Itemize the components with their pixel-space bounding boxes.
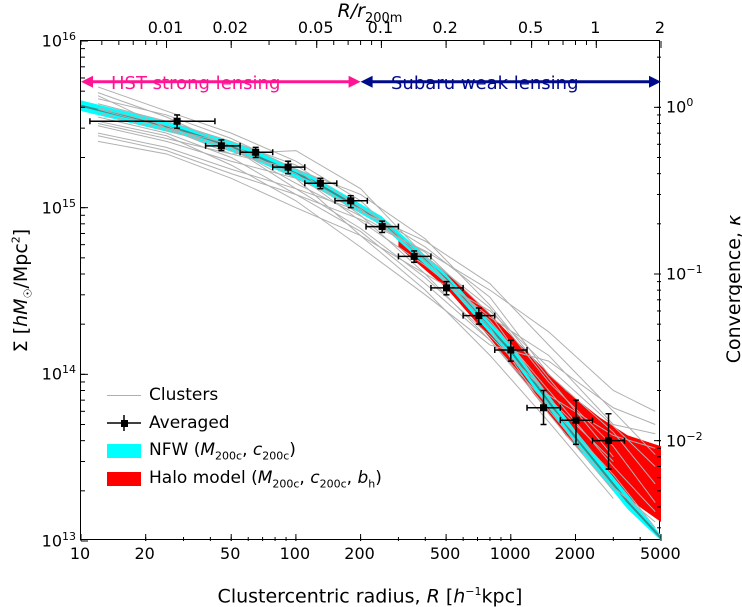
- legend-label: Clusters: [149, 385, 218, 405]
- hst-label: HST strong lensing: [111, 73, 280, 94]
- xtick-label: 2000: [554, 544, 594, 563]
- subaru-label: Subaru weak lensing: [391, 73, 579, 94]
- xtick-label: 5000: [640, 544, 680, 563]
- averaged-marker: [507, 346, 514, 353]
- ytick-label: 1015: [34, 197, 76, 217]
- ytick-label: 1014: [34, 363, 76, 383]
- xtick-label: 100: [275, 544, 315, 563]
- ytick-label: 1016: [34, 30, 76, 50]
- legend-label: Averaged: [149, 413, 230, 433]
- legend-clusters: Clusters: [107, 381, 382, 409]
- averaged-marker: [540, 404, 547, 411]
- averaged-marker: [285, 164, 292, 171]
- cluster-line: [98, 121, 655, 424]
- xtick-label: 200: [340, 544, 380, 563]
- legend-halo: Halo model (M200c, c200c, bh): [107, 465, 382, 493]
- averaged-marker: [411, 253, 418, 260]
- averaged-marker: [443, 284, 450, 291]
- xtop-tick-label: 2: [638, 18, 682, 37]
- xtop-tick-label: 0.05: [294, 18, 338, 37]
- xtick-label: 20: [125, 544, 165, 563]
- xtop-tick-label: 0.01: [144, 18, 188, 37]
- xtick-label: 500: [425, 544, 465, 563]
- cluster-line: [98, 136, 655, 412]
- averaged-marker: [174, 118, 181, 125]
- xtop-tick-label: 0.1: [358, 18, 402, 37]
- averaged-marker: [218, 142, 225, 149]
- y-right-label: Convergence, κ: [718, 40, 742, 540]
- yright-tick-label: 10−1: [666, 263, 703, 283]
- legend-nfw: NFW (M200c, c200c): [107, 437, 382, 465]
- xtop-tick-label: 1: [573, 18, 617, 37]
- xtick-label: 50: [210, 544, 250, 563]
- legend-label: NFW (M200c, c200c): [149, 440, 296, 462]
- xtop-tick-label: 0.02: [208, 18, 252, 37]
- averaged-marker: [347, 197, 354, 204]
- xtop-tick-label: 0.2: [423, 18, 467, 37]
- yright-tick-label: 10−2: [666, 430, 703, 450]
- averaged-marker: [252, 149, 259, 156]
- yright-tick-label: 100: [666, 96, 693, 116]
- averaged-marker: [379, 223, 386, 230]
- xtick-label: 1000: [490, 544, 530, 563]
- averaged-marker: [475, 312, 482, 319]
- ytick-label: 1013: [34, 530, 76, 550]
- averaged-marker: [317, 180, 324, 187]
- legend-label: Halo model (M200c, c200c, bh): [149, 468, 382, 490]
- legend: Clusters Averaged NFW (M200c, c200c) Hal…: [107, 381, 382, 493]
- figure: R/r200m Σ [hM☉/Mpc2] Convergence, κ Clus…: [0, 0, 742, 607]
- xtop-tick-label: 0.5: [509, 18, 553, 37]
- y-left-label: Σ [hM☉/Mpc2]: [2, 40, 26, 540]
- averaged-marker: [572, 417, 579, 424]
- plot-area: HST strong lensing Subaru weak lensing C…: [80, 40, 660, 540]
- x-bottom-label: Clustercentric radius, R [h−1kpc]: [80, 585, 660, 607]
- averaged-marker: [605, 437, 612, 444]
- legend-averaged: Averaged: [107, 409, 382, 437]
